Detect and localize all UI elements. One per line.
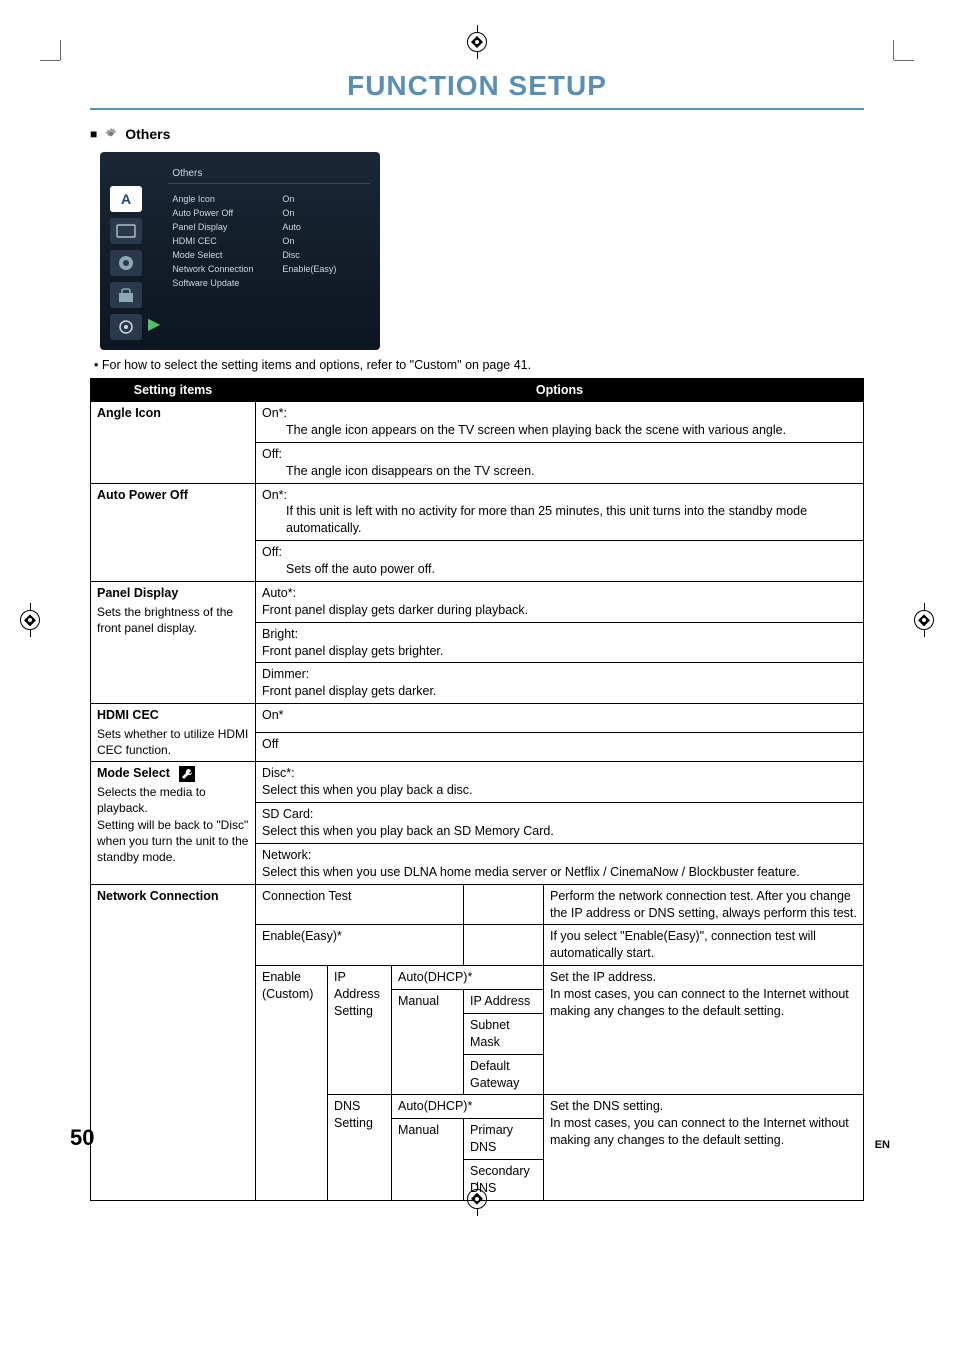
crop-mark — [893, 40, 894, 60]
option-cell: SD Card: Select this when you play back … — [256, 803, 864, 844]
registration-mark-bottom — [467, 1189, 487, 1209]
osd-row: Software Update — [168, 276, 370, 290]
registration-mark-right — [914, 610, 934, 630]
option-cell: Set the IP address. In most cases, you c… — [544, 966, 864, 1095]
option-cell: Connection Test — [256, 884, 464, 925]
option-cell: Off — [256, 733, 864, 762]
option-cell: Auto(DHCP)* — [392, 966, 544, 990]
option-cell — [464, 884, 544, 925]
option-cell: Manual — [392, 990, 464, 1095]
osd-content: Others Angle IconOn Auto Power OffOn Pan… — [168, 162, 370, 340]
osd-tile-language: A — [110, 186, 142, 212]
option-cell: Off: Sets off the auto power off. — [256, 541, 864, 582]
settings-table: Setting items Options Angle Icon On*: Th… — [90, 378, 864, 1201]
crop-mark — [60, 40, 61, 60]
osd-row: Panel DisplayAuto — [168, 220, 370, 234]
osd-row: Angle IconOn — [168, 192, 370, 206]
option-cell: Bright: Front panel display gets brighte… — [256, 622, 864, 663]
option-cell: On*: If this unit is left with no activi… — [256, 483, 864, 541]
option-cell: IP Address Setting — [328, 966, 392, 1095]
crop-mark — [40, 60, 60, 61]
page-title: FUNCTION SETUP — [90, 70, 864, 110]
note-text: For how to select the setting items and … — [94, 358, 864, 372]
table-row: Panel Display Sets the brightness of the… — [91, 581, 864, 622]
osd-row: Auto Power OffOn — [168, 206, 370, 220]
table-row: HDMI CEC Sets whether to utilize HDMI CE… — [91, 704, 864, 733]
setting-mode-select: Mode Select Selects the media to playbac… — [91, 762, 256, 884]
option-cell: On* — [256, 704, 864, 733]
osd-tile-audio — [110, 250, 142, 276]
osd-nav-arrow: ▶ — [148, 314, 160, 334]
option-cell: Perform the network connection test. Aft… — [544, 884, 864, 925]
th-setting-items: Setting items — [91, 379, 256, 402]
option-cell: Disc*: Select this when you play back a … — [256, 762, 864, 803]
option-cell: Auto*: Front panel display gets darker d… — [256, 581, 864, 622]
option-cell: Off: The angle icon disappears on the TV… — [256, 442, 864, 483]
section-heading-text: Others — [125, 126, 170, 142]
osd-row: HDMI CECOn — [168, 234, 370, 248]
setting-auto-power-off: Auto Power Off — [91, 483, 256, 581]
option-cell: IP Address — [464, 990, 544, 1014]
option-cell: Manual — [392, 1119, 464, 1201]
osd-tile-video — [110, 218, 142, 244]
setting-panel-display: Panel Display Sets the brightness of the… — [91, 581, 256, 703]
osd-screenshot: A ▶ Others Angle IconOn Auto Power OffOn… — [100, 152, 380, 350]
option-cell: Subnet Mask — [464, 1013, 544, 1054]
option-cell: Enable (Custom) — [256, 966, 328, 1201]
osd-row: Mode SelectDisc — [168, 248, 370, 262]
table-header-row: Setting items Options — [91, 379, 864, 402]
table-row: Mode Select Selects the media to playbac… — [91, 762, 864, 803]
option-cell: Default Gateway — [464, 1054, 544, 1095]
registration-mark-top — [467, 32, 487, 52]
option-cell: Network: Select this when you use DLNA h… — [256, 843, 864, 884]
osd-content-title: Others — [168, 162, 370, 184]
option-cell: If you select "Enable(Easy)", connection… — [544, 925, 864, 966]
option-cell: Auto(DHCP)* — [392, 1095, 544, 1119]
setting-network-connection: Network Connection — [91, 884, 256, 1200]
setting-angle-icon: Angle Icon — [91, 402, 256, 484]
language-code: EN — [875, 1139, 890, 1151]
table-row: Network Connection Connection Test Perfo… — [91, 884, 864, 925]
osd-tile-others — [110, 314, 142, 340]
setting-hdmi-cec: HDMI CEC Sets whether to utilize HDMI CE… — [91, 704, 256, 762]
th-options: Options — [256, 379, 864, 402]
osd-sidebar: A — [110, 162, 146, 340]
wrench-icon — [179, 766, 195, 782]
option-cell: DNS Setting — [328, 1095, 392, 1200]
table-row: Auto Power Off On*: If this unit is left… — [91, 483, 864, 541]
option-cell: Enable(Easy)* — [256, 925, 464, 966]
page-number: 50 — [70, 1125, 94, 1151]
osd-tile-parental — [110, 282, 142, 308]
option-cell: Dimmer: Front panel display gets darker. — [256, 663, 864, 704]
registration-mark-left — [20, 610, 40, 630]
table-row: Angle Icon On*: The angle icon appears o… — [91, 402, 864, 443]
option-cell: Set the DNS setting. In most cases, you … — [544, 1095, 864, 1200]
option-cell — [464, 925, 544, 966]
section-header: Others — [90, 126, 864, 142]
option-cell: On*: The angle icon appears on the TV sc… — [256, 402, 864, 443]
osd-row: Network ConnectionEnable(Easy) — [168, 262, 370, 276]
gear-icon — [103, 126, 119, 142]
crop-mark — [894, 60, 914, 61]
